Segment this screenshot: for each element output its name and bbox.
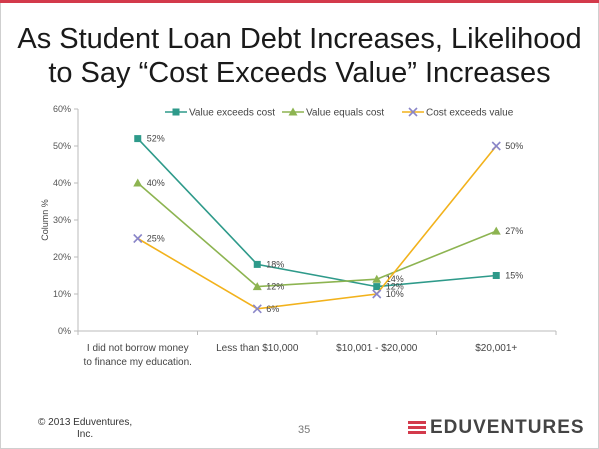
data-point bbox=[372, 289, 382, 299]
y-tick-label: 30% bbox=[53, 215, 71, 225]
series-line bbox=[137, 145, 497, 310]
copyright-line-1: © 2013 Eduventures, bbox=[38, 417, 133, 428]
eduventures-logo: EDUVENTURES bbox=[408, 416, 585, 440]
data-point-stroke-b bbox=[491, 141, 501, 151]
legend-marker bbox=[408, 107, 418, 117]
slide-title: As Student Loan Debt Increases, Likeliho… bbox=[10, 22, 589, 90]
series-2: 25% 6% 10% 50% bbox=[133, 141, 523, 314]
data-label: 25% bbox=[147, 234, 165, 244]
legend-label: Value equals cost bbox=[306, 108, 384, 119]
top-accent-bar bbox=[0, 0, 599, 3]
series-1: 40%12%14%27% bbox=[133, 178, 523, 292]
data-point bbox=[492, 272, 500, 279]
x-tick-label-line: I did not borrow money bbox=[87, 343, 189, 354]
y-tick-label: 10% bbox=[53, 289, 71, 299]
data-label: 18% bbox=[266, 259, 284, 269]
legend-item-1: Value equals cost bbox=[282, 107, 384, 119]
series-line bbox=[137, 182, 497, 288]
data-point bbox=[133, 233, 143, 244]
data-label: 15% bbox=[505, 271, 523, 281]
data-label: 14% bbox=[386, 274, 404, 284]
legend-marker bbox=[172, 108, 180, 116]
legend-marker bbox=[288, 107, 298, 116]
copyright: © 2013 Eduventures, Inc. bbox=[38, 417, 132, 441]
series-0: 52% 18% 12% 15% bbox=[134, 134, 523, 292]
y-tick-label: 0% bbox=[58, 326, 71, 336]
x-tick-label-line: to finance my education. bbox=[84, 357, 192, 368]
x-tick-label: I did not borrow money to finance my educ… bbox=[84, 343, 192, 368]
data-label: 12% bbox=[266, 282, 284, 292]
series-line bbox=[137, 138, 497, 288]
y-tick-label: 40% bbox=[53, 178, 71, 188]
data-label: 6% bbox=[266, 304, 279, 314]
data-point-stroke-b bbox=[133, 233, 143, 244]
data-label: 12% bbox=[386, 282, 404, 292]
data-label: 50% bbox=[505, 141, 523, 151]
x-tick-label: $20,001+ bbox=[475, 343, 517, 354]
data-point-stroke-b bbox=[372, 289, 382, 299]
title-line-1: As Student Loan Debt Increases, Likeliho… bbox=[17, 23, 582, 55]
data-point bbox=[491, 226, 501, 235]
page-number: 35 bbox=[298, 424, 311, 436]
data-point bbox=[253, 260, 261, 268]
data-point bbox=[372, 274, 382, 283]
y-tick-label: 50% bbox=[53, 141, 71, 151]
title-line-2: to Say “Cost Exceeds Value” Increases bbox=[48, 57, 551, 89]
y-tick-label: 20% bbox=[53, 252, 71, 262]
data-label: 10% bbox=[386, 289, 404, 299]
legend-item-2: Cost exceeds value bbox=[402, 107, 514, 119]
data-point-stroke-b bbox=[252, 304, 262, 314]
x-tick-label-line: $20,001+ bbox=[475, 343, 517, 354]
x-tick-label: $10,001 - $20,000 bbox=[336, 343, 418, 354]
data-point bbox=[133, 178, 143, 187]
legend-marker-stroke-b bbox=[408, 107, 418, 117]
y-axis-title: Column % bbox=[40, 199, 50, 241]
legend-label: Cost exceeds value bbox=[426, 108, 514, 119]
data-point bbox=[252, 304, 262, 314]
x-tick-label-line: $10,001 - $20,000 bbox=[336, 343, 418, 354]
data-point bbox=[373, 283, 381, 291]
data-label: 52% bbox=[147, 134, 165, 144]
legend-label: Value exceeds cost bbox=[189, 108, 275, 119]
data-label: 27% bbox=[505, 226, 523, 236]
legend-item-0: Value exceeds cost bbox=[165, 108, 275, 119]
copyright-line-2: Inc. bbox=[76, 429, 94, 440]
chart-series: 52%18%12%15%40%12%14%27%25%6%10%50% bbox=[133, 134, 523, 314]
data-label: 40% bbox=[147, 178, 165, 188]
chart-legend: Value exceeds cost Value equals cost Cost … bbox=[165, 107, 514, 119]
x-tick-label-line: Less than $10,000 bbox=[216, 343, 299, 354]
x-tick-label: Less than $10,000 bbox=[216, 343, 299, 354]
data-point bbox=[252, 282, 262, 291]
chart-axes: 0% 10% 20% 30% 40% 50% 60% I did not borrow mon… bbox=[40, 104, 557, 368]
logo-text: EDUVENTURES bbox=[430, 417, 585, 438]
data-point bbox=[491, 141, 501, 151]
logo-stripes-icon bbox=[408, 420, 426, 436]
y-tick-label: 60% bbox=[53, 104, 71, 114]
data-point bbox=[134, 135, 142, 143]
